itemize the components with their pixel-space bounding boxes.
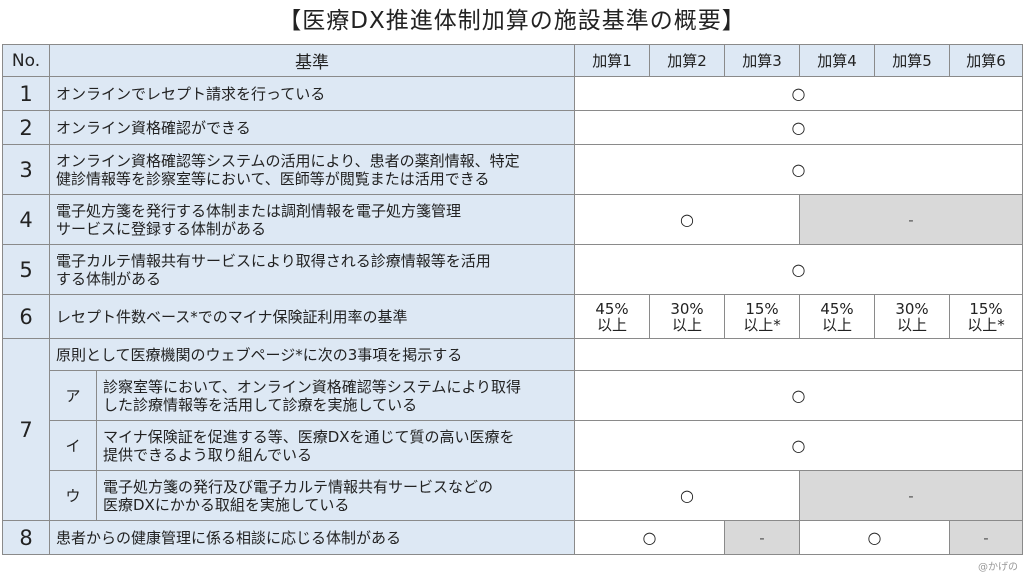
sub-item-label: ア [49,370,97,421]
header-no: No. [2,44,50,77]
row-number: 2 [2,110,50,145]
criteria-text: レセプト件数ベース*でのマイナ保険証利用率の基準 [49,294,575,339]
header-kasan-2: 加算2 [649,44,725,77]
rate-cell: 15% 以上* [949,294,1023,339]
rate-value: 45% [595,299,629,318]
table-row: ア 診察室等において、オンライン資格確認等システムにより取得 した診療情報等を活… [3,370,1023,421]
table-row: 2 オンライン資格確認ができる ○ [2,110,1023,145]
rate-value: 15% [745,299,779,318]
criteria-text: マイナ保険証を促進する等、医療DXを通じて質の高い医療を 提供できるよう取り組ん… [96,420,575,471]
criteria-text: 電子処方箋を発行する体制または調剤情報を電子処方箋管理 サービスに登録する体制が… [49,194,575,245]
criteria-text: 原則として医療機関のウェブページ*に次の3事項を掲示する [49,338,575,371]
table-row: 7 原則として医療機関のウェブページ*に次の3事項を掲示する [2,338,1023,521]
header-kasan-4: 加算4 [799,44,875,77]
criteria-line: 健診情報等を診察室等において、医師等が閲覧または活用できる [56,169,490,188]
criteria-text: オンライン資格確認等システムの活用により、患者の薬剤情報、特定 健診情報等を診察… [49,144,575,195]
row-number: 7 [2,338,50,521]
circle-mark: ○ [799,520,950,555]
criteria-text: オンライン資格確認ができる [49,110,575,145]
circle-mark: ○ [574,194,800,245]
table-row: イ マイナ保険証を促進する等、医療DXを通じて質の高い医療を 提供できるよう取り… [3,420,1023,471]
circle-mark: ○ [574,370,1023,421]
rate-cell: 45% 以上 [574,294,650,339]
header-criteria: 基準 [49,44,575,77]
credit-watermark: @かげの [978,562,1018,573]
rate-suffix: 以上* [743,315,781,334]
circle-mark: ○ [574,420,1023,471]
rate-cell: 15% 以上* [724,294,800,339]
rate-cell: 30% 以上 [649,294,725,339]
circle-mark: ○ [574,520,725,555]
header-kasan-1: 加算1 [574,44,650,77]
criteria-line: する体制がある [56,269,162,288]
criteria-line: 提供できるよう取り組んでいる [103,445,312,464]
table-row: 5 電子カルテ情報共有サービスにより取得される診療情報等を活用 する体制がある … [2,244,1023,295]
rate-value: 30% [895,299,929,318]
criteria-text: 電子処方箋の発行及び電子カルテ情報共有サービスなどの 医療DXにかかる取組を実施… [96,470,575,521]
row-number: 3 [2,144,50,195]
circle-mark: ○ [574,244,1023,295]
row-number: 1 [2,76,50,111]
criteria-line: サービスに登録する体制がある [56,219,267,238]
rate-suffix: 以上 [596,315,627,334]
criteria-text: 診察室等において、オンライン資格確認等システムにより取得 した診療情報等を活用し… [96,370,575,421]
rate-value: 30% [670,299,704,318]
circle-mark: ○ [574,144,1023,195]
rate-value: 45% [820,299,854,318]
row-number: 5 [2,244,50,295]
table-row: 1 オンラインでレセプト請求を行っている ○ [2,76,1023,111]
table-row: 6 レセプト件数ベース*でのマイナ保険証利用率の基準 45% 以上 30% 以上 1… [2,294,1023,339]
row-number: 6 [2,294,50,339]
not-applicable-cell: - [949,520,1023,555]
table-row: 4 電子処方箋を発行する体制または調剤情報を電子処方箋管理 サービスに登録する体… [2,194,1023,245]
circle-mark: ○ [574,470,800,521]
header-kasan-3: 加算3 [724,44,800,77]
circle-mark: ○ [574,76,1023,111]
criteria-line: 電子処方箋の発行及び電子カルテ情報共有サービスなどの [103,477,494,496]
not-applicable-cell: - [724,520,800,555]
criteria-line: オンライン資格確認等システムの活用により、患者の薬剤情報、特定 [56,151,520,170]
header-kasan-5: 加算5 [874,44,950,77]
table-row: 8 患者からの健康管理に係る相談に応じる体制がある ○ - ○ - [2,520,1023,555]
criteria-line: マイナ保険証を促進する等、医療DXを通じて質の高い医療を [103,427,515,446]
criteria-table: No. 基準 加算1 加算2 加算3 加算4 加算5 加算6 1 オンラインでレ… [2,44,1023,555]
criteria-line: 診察室等において、オンライン資格確認等システムにより取得 [103,377,522,396]
criteria-line: 電子処方箋を発行する体制または調剤情報を電子処方箋管理 [56,201,462,220]
sub-item-label: ウ [49,470,97,521]
not-applicable-cell: - [799,470,1023,521]
rate-suffix: 以上 [896,315,927,334]
criteria-line: した診療情報等を活用して診療を実施している [103,395,418,414]
header-kasan-6: 加算6 [949,44,1023,77]
rate-suffix: 以上 [821,315,852,334]
rate-suffix: 以上 [671,315,702,334]
page-title: 【医療DX推進体制加算の施設基準の概要】 [278,8,746,34]
rate-suffix: 以上* [967,315,1005,334]
criteria-text: オンラインでレセプト請求を行っている [49,76,575,111]
table-row: ウ 電子処方箋の発行及び電子カルテ情報共有サービスなどの 医療DXにかかる取組を… [3,470,1023,521]
table-row: 3 オンライン資格確認等システムの活用により、患者の薬剤情報、特定 健診情報等を… [2,144,1023,195]
circle-mark: ○ [574,110,1023,145]
empty-cell [574,338,1023,371]
rate-value: 15% [969,299,1003,318]
criteria-line: 電子カルテ情報共有サービスにより取得される診療情報等を活用 [56,251,491,270]
sub-item-label: イ [49,420,97,471]
criteria-line: 医療DXにかかる取組を実施している [103,495,350,514]
rate-cell: 45% 以上 [799,294,875,339]
row-number: 8 [2,520,50,555]
criteria-text: 患者からの健康管理に係る相談に応じる体制がある [49,520,575,555]
criteria-text: 電子カルテ情報共有サービスにより取得される診療情報等を活用 する体制がある [49,244,575,295]
row-number: 4 [2,194,50,245]
not-applicable-cell: - [799,194,1023,245]
rate-cell: 30% 以上 [874,294,950,339]
header-row: No. 基準 加算1 加算2 加算3 加算4 加算5 加算6 [2,44,1023,77]
